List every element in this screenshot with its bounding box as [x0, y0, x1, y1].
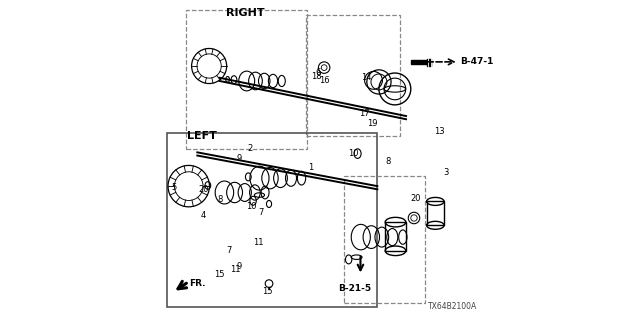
Text: 17: 17	[359, 109, 370, 118]
Bar	[344, 176, 425, 303]
Text: 20: 20	[410, 194, 421, 204]
Text: 9: 9	[236, 262, 241, 271]
Bar	[385, 222, 406, 251]
Bar	[167, 133, 378, 307]
Text: 4: 4	[201, 211, 206, 220]
Text: 5: 5	[172, 183, 177, 192]
Text: LEFT: LEFT	[187, 131, 217, 141]
Text: 20: 20	[198, 185, 209, 194]
Text: 2: 2	[247, 144, 253, 153]
Bar	[427, 59, 431, 66]
Bar	[306, 15, 399, 136]
Text: B-47-1: B-47-1	[460, 57, 493, 66]
Text: 1: 1	[308, 164, 313, 172]
Bar	[427, 201, 444, 225]
Text: 13: 13	[434, 127, 445, 136]
Text: 15: 15	[262, 287, 273, 296]
Text: 10: 10	[246, 202, 257, 211]
Text: 7: 7	[227, 246, 232, 255]
Text: 8: 8	[217, 195, 222, 204]
Text: 8: 8	[386, 157, 391, 166]
Text: 19: 19	[367, 119, 378, 128]
Text: 11: 11	[253, 238, 263, 247]
Text: B-21-5: B-21-5	[338, 284, 371, 293]
Text: RIGHT: RIGHT	[226, 8, 264, 18]
Text: 10: 10	[348, 149, 358, 158]
Text: 14: 14	[361, 73, 371, 82]
Text: FR.: FR.	[189, 279, 206, 288]
Text: 18: 18	[312, 72, 322, 81]
Bar	[186, 10, 307, 149]
Text: 6: 6	[316, 68, 321, 77]
Text: 11: 11	[230, 265, 241, 275]
Bar	[411, 60, 428, 64]
Text: TX64B2100A: TX64B2100A	[428, 302, 477, 311]
Text: 15: 15	[214, 270, 225, 279]
Text: 9: 9	[236, 154, 241, 163]
Text: 16: 16	[319, 76, 330, 85]
Text: 3: 3	[443, 168, 449, 177]
Text: 7: 7	[259, 208, 264, 217]
